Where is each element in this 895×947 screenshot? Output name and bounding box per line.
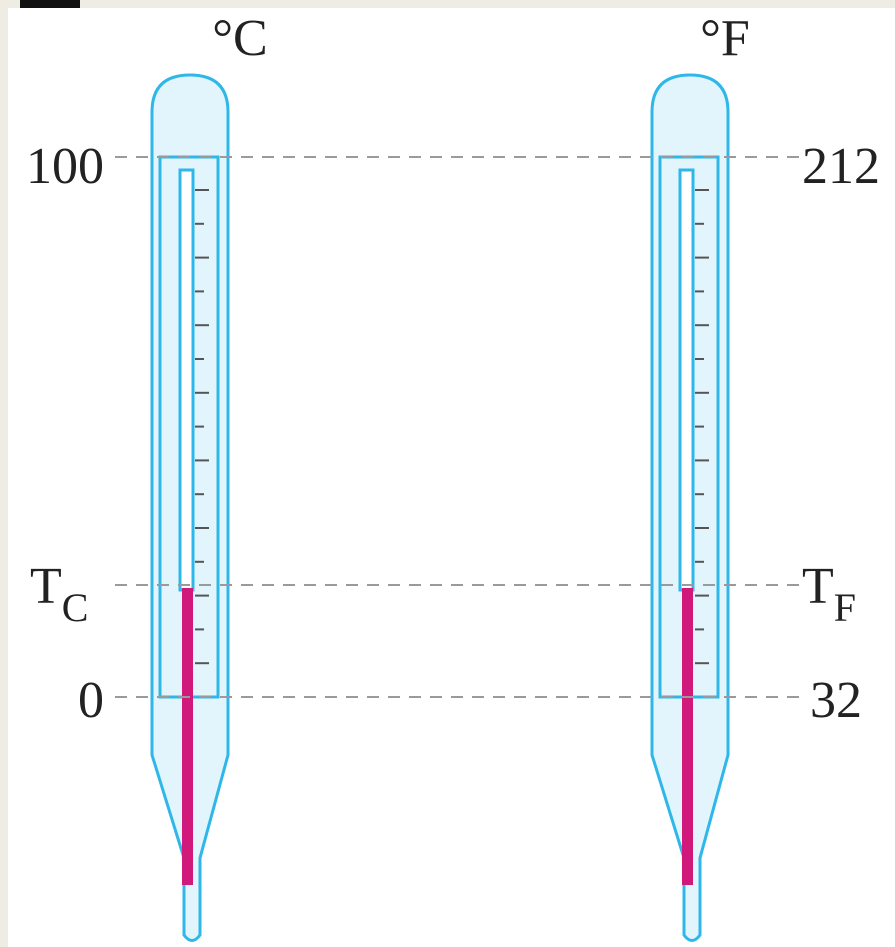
unit-label: °C	[212, 10, 267, 67]
unit-label: °F	[700, 10, 750, 67]
top-label: 100	[26, 138, 104, 195]
bottom-label: 0	[78, 672, 104, 729]
corner-mark	[20, 0, 80, 8]
reading-label: TF	[802, 558, 856, 630]
reading-label: TC	[30, 558, 88, 630]
canvas	[8, 8, 895, 947]
bottom-label: 32	[810, 672, 862, 729]
top-label: 212	[802, 138, 880, 195]
reference-lines	[115, 156, 805, 698]
